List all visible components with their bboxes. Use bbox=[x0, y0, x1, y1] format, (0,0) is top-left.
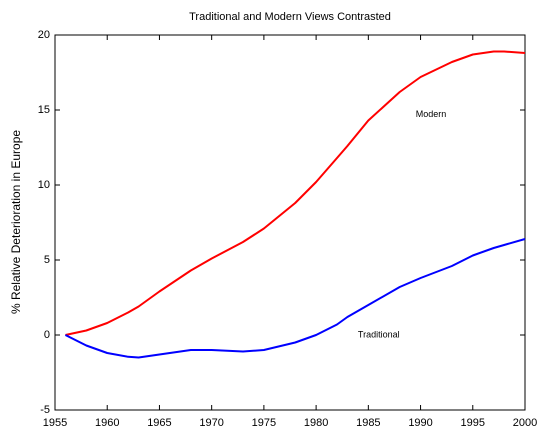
y-tick-label: 20 bbox=[38, 29, 50, 41]
x-tick-label: 1965 bbox=[147, 417, 171, 429]
chart-title: Traditional and Modern Views Contrasted bbox=[189, 11, 391, 23]
x-tick-label: 2000 bbox=[513, 417, 537, 429]
x-tick-label: 1955 bbox=[43, 417, 67, 429]
y-tick-label: 15 bbox=[38, 104, 50, 116]
x-tick-label: 1985 bbox=[356, 417, 380, 429]
x-tick-label: 1960 bbox=[95, 417, 119, 429]
y-tick-label: 5 bbox=[44, 254, 50, 266]
x-tick-label: 1980 bbox=[304, 417, 328, 429]
annotation: Modern bbox=[416, 109, 447, 119]
y-tick-label: 10 bbox=[38, 179, 50, 191]
x-tick-label: 1975 bbox=[252, 417, 276, 429]
y-axis-label: % Relative Deterioration in Europe bbox=[9, 130, 23, 314]
x-tick-label: 1990 bbox=[408, 417, 432, 429]
annotation: Traditional bbox=[358, 329, 400, 339]
y-tick-label: 0 bbox=[44, 329, 50, 341]
series-line bbox=[65, 50, 526, 336]
y-tick-label: -5 bbox=[40, 404, 50, 416]
series-line bbox=[64, 238, 526, 359]
x-tick-label: 1970 bbox=[199, 417, 223, 429]
x-tick-label: 1995 bbox=[461, 417, 485, 429]
plot-frame bbox=[54, 34, 526, 411]
